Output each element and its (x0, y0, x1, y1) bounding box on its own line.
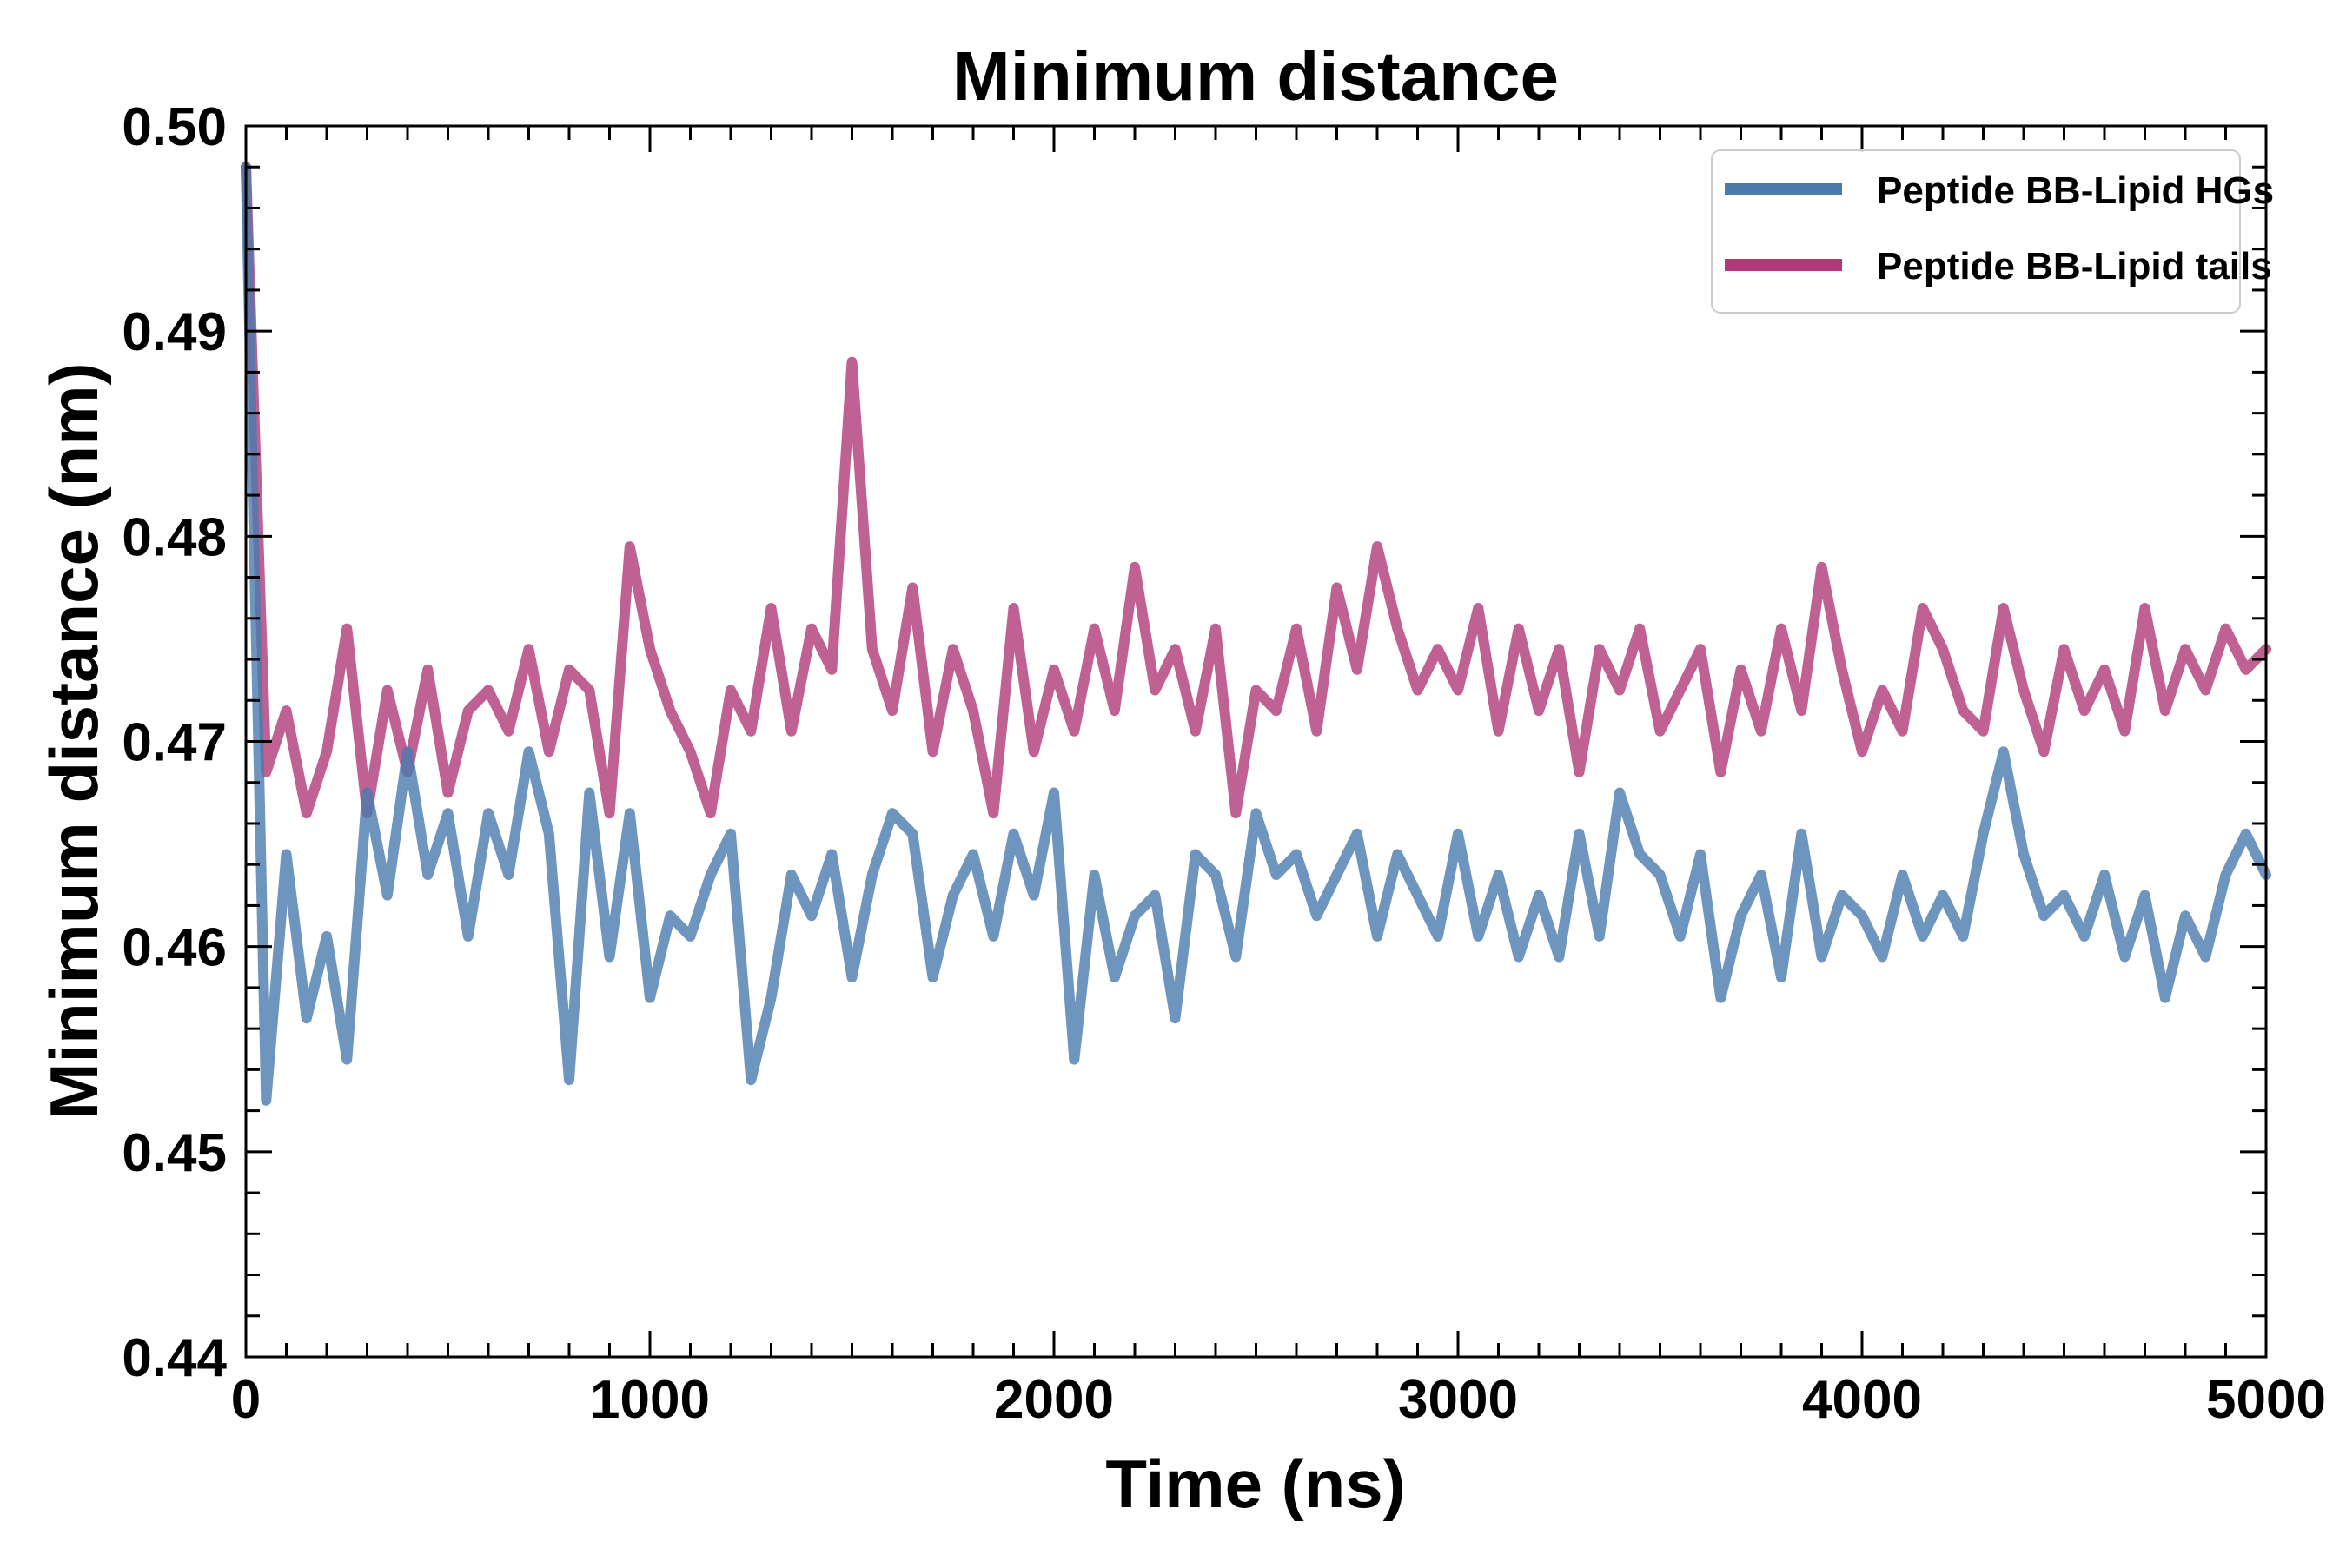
y-tick-label: 0.47 (122, 713, 227, 773)
plot-lines (241, 162, 2271, 1106)
x-tick-label: 1000 (590, 1370, 710, 1430)
x-axis-tick-labels: 0 1000 2000 3000 4000 5000 (231, 1370, 2326, 1430)
plot-frame (244, 124, 2268, 1359)
y-axis-ticks (246, 124, 2266, 1359)
y-tick-label: 0.48 (122, 507, 227, 567)
y-tick-label: 0.45 (122, 1123, 227, 1183)
x-tick-label: 0 (231, 1370, 261, 1430)
y-axis-tick-labels: 0.44 0.45 0.46 0.47 0.48 0.49 0.50 (122, 97, 227, 1388)
legend-box (1711, 149, 2241, 314)
series-line-lipid-hgs (241, 162, 2271, 1106)
x-tick-label: 2000 (994, 1370, 1114, 1430)
chart-title: Minimum distance (952, 37, 1559, 115)
legend-label-hgs: Peptide BB-Lipid HGs (1877, 169, 2274, 212)
legend: Peptide BB-Lipid HGs Peptide BB-Lipid ta… (1711, 149, 2274, 314)
series-line-lipid-tails (241, 162, 2271, 819)
x-tick-label: 5000 (2206, 1370, 2326, 1430)
legend-label-tails: Peptide BB-Lipid tails (1877, 245, 2272, 288)
x-tick-label: 3000 (1398, 1370, 1518, 1430)
y-tick-label: 0.44 (122, 1328, 227, 1388)
y-tick-label: 0.49 (122, 302, 227, 362)
x-tick-label: 4000 (1802, 1370, 1922, 1430)
x-axis-label: Time (ns) (1105, 1446, 1405, 1522)
y-tick-label: 0.46 (122, 918, 227, 978)
y-tick-label: 0.50 (122, 97, 227, 157)
y-axis-label: Minimum distance (nm) (36, 362, 112, 1119)
